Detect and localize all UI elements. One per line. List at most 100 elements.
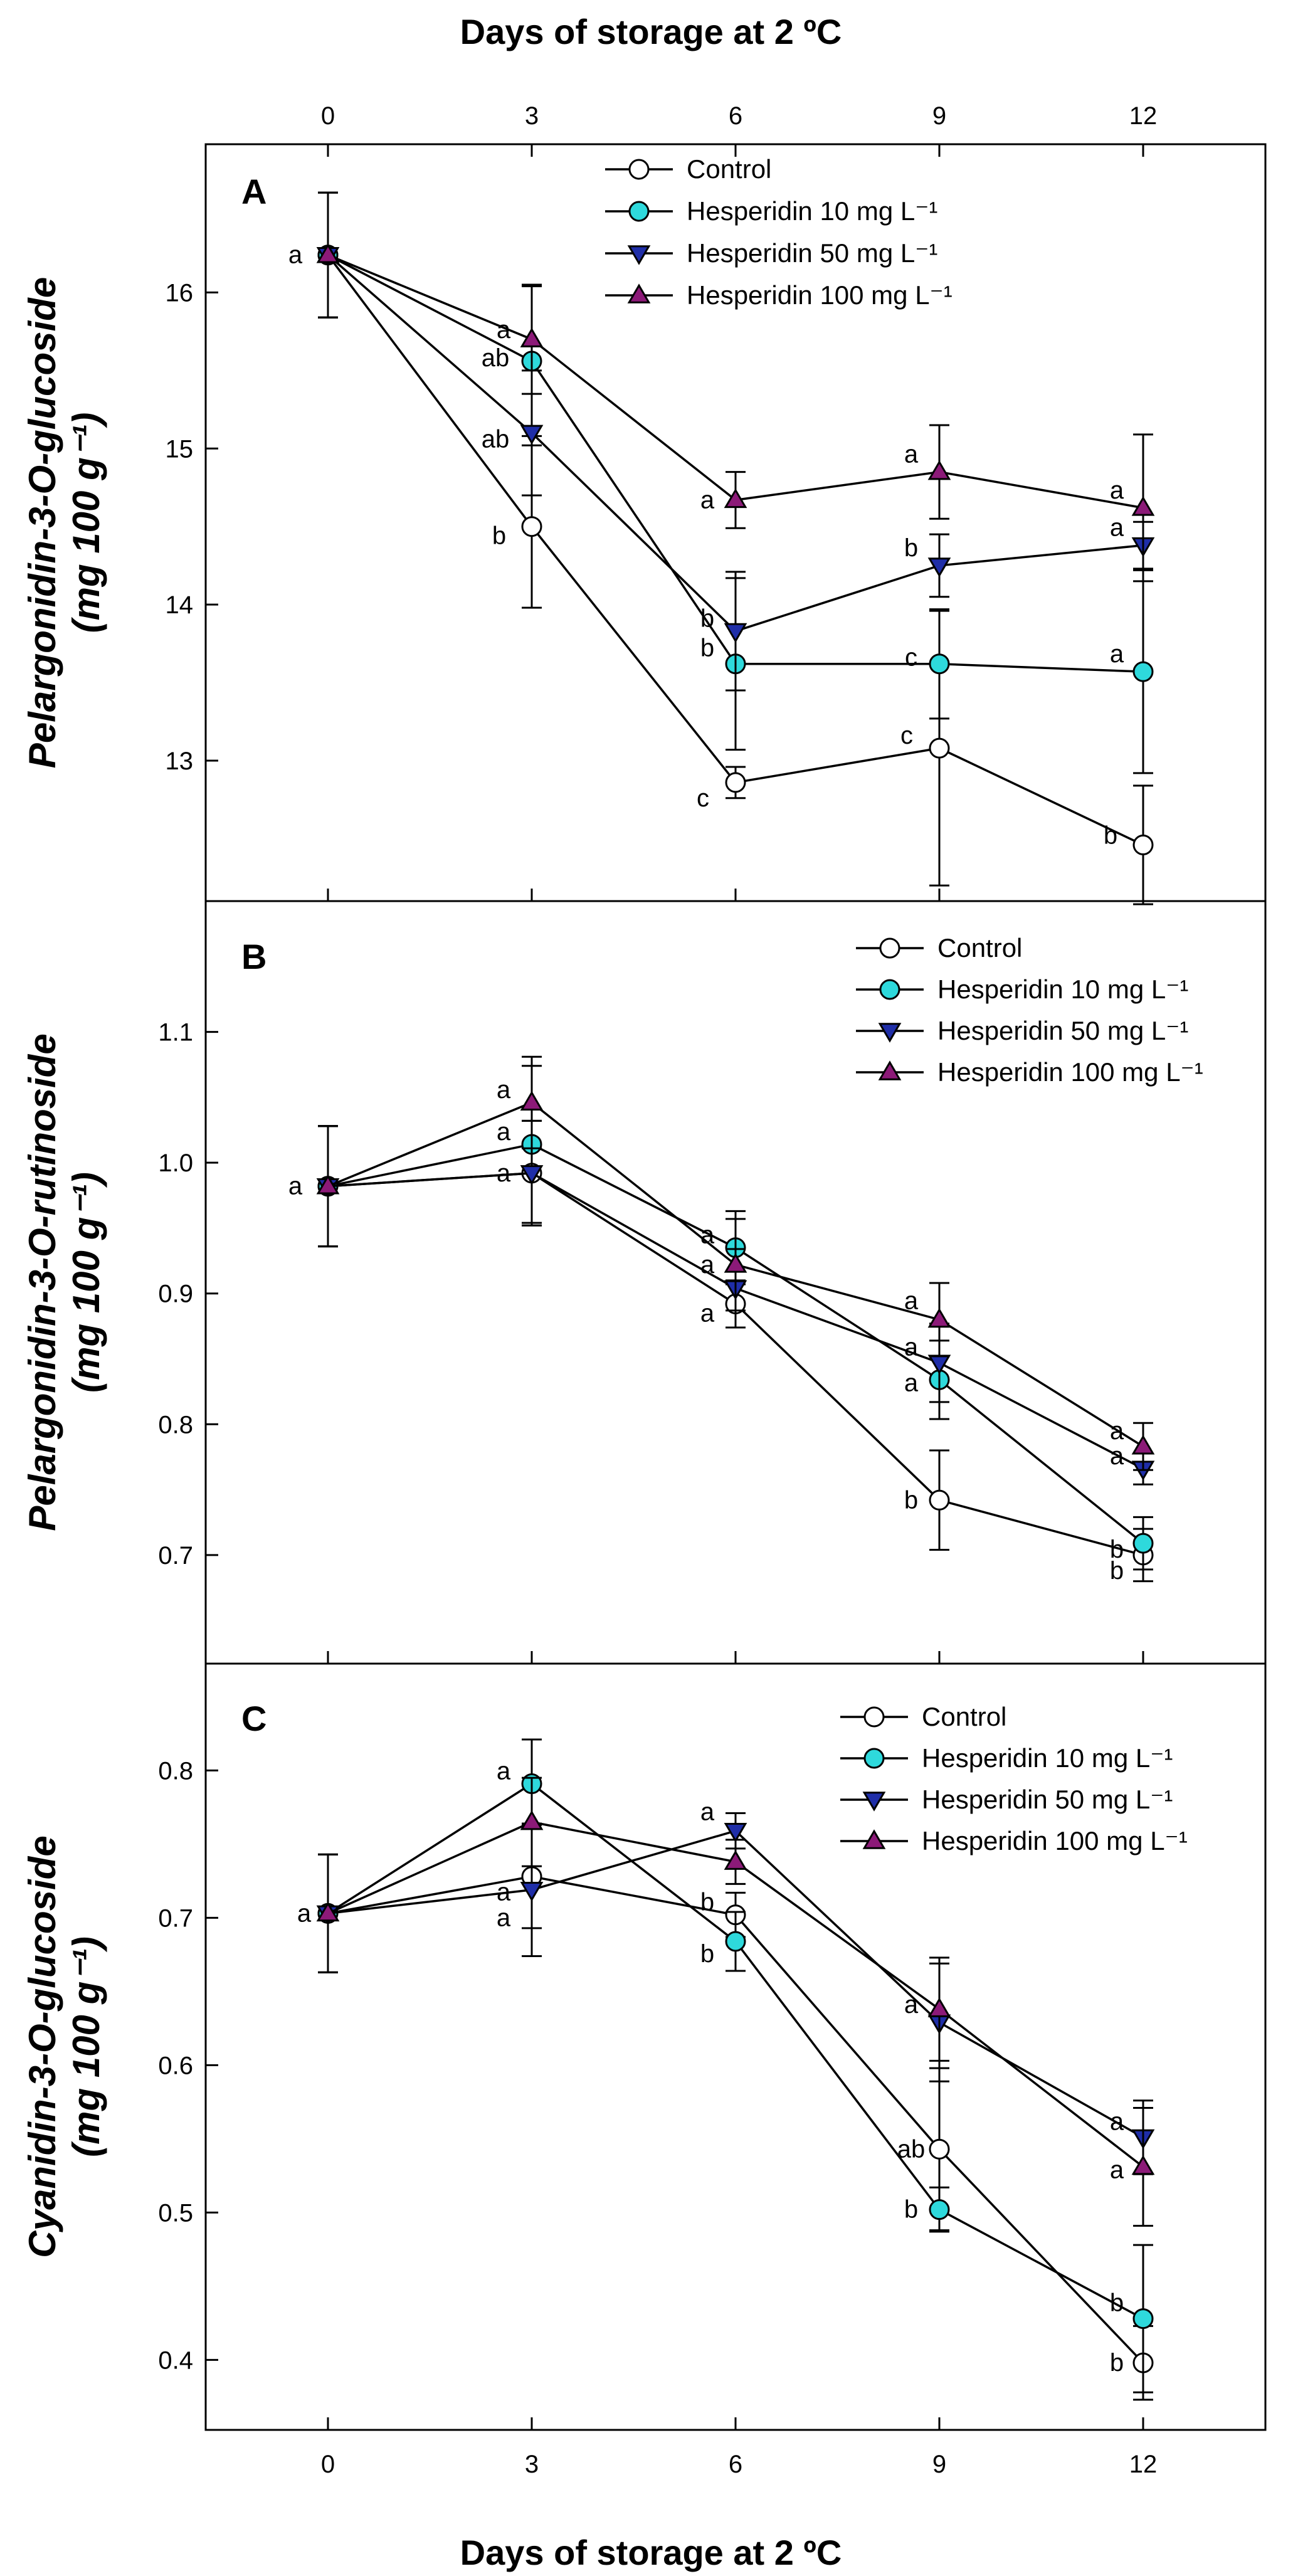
significance-label: b	[700, 1940, 714, 1968]
data-point	[1132, 2308, 1154, 2330]
y-tick-label: 0.6	[158, 2052, 193, 2079]
legend: Control Hesperidin 10 mg L⁻¹ Hesperidin 50…	[856, 933, 1203, 1087]
legend-label: Hesperidin 100 mg L⁻¹	[687, 280, 953, 310]
panel-letter: A	[241, 172, 267, 211]
significance-label: b	[1104, 821, 1117, 849]
significance-label: a	[497, 316, 511, 344]
significance-label: b	[1110, 1557, 1124, 1585]
bottom-x-axis-title: Days of storage at 2 ºC	[460, 2533, 842, 2572]
significance-label: b	[1110, 1536, 1124, 1563]
data-point	[929, 2199, 950, 2220]
panel-frame	[204, 1662, 1267, 2431]
significance-label: a	[1110, 640, 1124, 668]
legend-label: Hesperidin 100 mg L⁻¹	[937, 1057, 1203, 1087]
significance-label: c	[905, 644, 917, 672]
data-point	[520, 1881, 544, 1902]
significance-label: c	[697, 784, 709, 812]
top-x-axis-title: Days of storage at 2 ºC	[460, 12, 842, 51]
legend-marker	[863, 1706, 885, 1728]
y-axis-unit: (mg 100 g⁻¹)	[65, 413, 107, 633]
significance-label: a	[288, 241, 303, 269]
legend: Control Hesperidin 10 mg L⁻¹ Hesperidin 50…	[840, 1702, 1188, 1855]
significance-label: a	[497, 1159, 511, 1187]
data-point	[520, 425, 544, 445]
significance-label: a	[904, 1369, 919, 1396]
series-line	[327, 254, 1144, 846]
significance-label: b	[1110, 2289, 1124, 2317]
data-point	[725, 1931, 746, 1952]
significance-label: a	[904, 1287, 919, 1314]
legend-label: Hesperidin 50 mg L⁻¹	[937, 1016, 1188, 1045]
y-tick-label: 0.7	[158, 1542, 193, 1570]
legend-label: Hesperidin 10 mg L⁻¹	[937, 974, 1188, 1004]
data-point	[927, 1354, 951, 1375]
data-point	[724, 623, 747, 643]
panel-b: 0.7 0.8 0.9 1.0 1.1 Pelargonidin-3-O-rutinosi…	[21, 900, 1267, 1665]
significance-label: a	[700, 1299, 715, 1327]
legend: Control Hesperidin 10 mg L⁻¹ Hesperidin 50…	[605, 154, 953, 310]
data-point	[929, 1489, 950, 1511]
significance-label: a	[1110, 2156, 1124, 2184]
legend-marker	[628, 201, 650, 222]
significance-label: a	[904, 1333, 919, 1361]
legend-marker	[863, 1748, 885, 1769]
legend-label: Hesperidin 10 mg L⁻¹	[687, 196, 937, 226]
y-tick-label: 16	[166, 279, 194, 307]
data-point	[929, 2138, 950, 2160]
legend-marker	[878, 1023, 902, 1043]
legend-label: Control	[937, 933, 1022, 963]
data-point	[725, 772, 746, 793]
significance-label: c	[900, 722, 913, 749]
significance-label: a	[497, 1758, 511, 1785]
significance-label: a	[1110, 477, 1124, 504]
data-point	[520, 327, 544, 347]
significance-label: a	[1110, 1417, 1124, 1445]
significance-label: ab	[482, 344, 510, 372]
significance-label: a	[700, 1251, 715, 1279]
x-tick-label: 6	[729, 2451, 742, 2478]
data-point	[520, 1810, 544, 1830]
significance-label: b	[904, 534, 918, 562]
panel-c: 0.4 0.5 0.6 0.7 0.8 0 3 6 9 12 Cyanidin-3-O-glucos…	[21, 1662, 1267, 2478]
legend-marker	[862, 1792, 886, 1812]
top-x-tick-label: 12	[1129, 102, 1158, 130]
data-point	[724, 1850, 747, 1870]
significance-label: a	[497, 1904, 511, 1932]
data-point	[521, 516, 542, 537]
y-tick-label: 0.9	[158, 1280, 193, 1308]
legend-marker	[627, 245, 651, 265]
y-tick-label: 1.1	[158, 1019, 193, 1047]
data-point	[724, 1253, 747, 1273]
panel-letter: B	[241, 937, 267, 976]
top-x-tick-label: 3	[525, 102, 539, 130]
legend-marker	[628, 159, 650, 180]
data-point	[316, 1174, 340, 1195]
significance-label: b	[904, 1486, 918, 1514]
significance-label: a	[700, 1798, 715, 1826]
y-tick-label: 1.0	[158, 1149, 193, 1177]
legend-label: Control	[922, 1702, 1006, 1731]
significance-label: a	[1110, 1442, 1124, 1470]
y-axis-unit: (mg 100 g⁻¹)	[65, 1172, 107, 1393]
significance-label: a	[497, 1118, 511, 1146]
data-point	[520, 1090, 544, 1111]
y-axis-title: Pelargonidin-3-O-glucoside	[21, 277, 63, 768]
data-point	[724, 488, 747, 509]
panel-letter: C	[241, 1699, 267, 1738]
panels-group: 13 14 15 16 0 3 6 9 12 Pelargonidin-3-O-glucoside…	[21, 102, 1267, 2478]
panel-a: 13 14 15 16 0 3 6 9 12 Pelargonidin-3-O-glucoside…	[21, 102, 1267, 905]
y-tick-label: 0.8	[158, 1411, 193, 1438]
data-point	[724, 1822, 747, 1843]
significance-label: a	[904, 441, 919, 468]
significance-label: a	[904, 1991, 919, 2019]
data-point	[927, 557, 951, 578]
data-point	[927, 1307, 951, 1328]
top-x-tick-label: 0	[321, 102, 335, 130]
y-tick-label: 0.8	[158, 1757, 193, 1785]
top-x-tick-label: 6	[729, 102, 742, 130]
